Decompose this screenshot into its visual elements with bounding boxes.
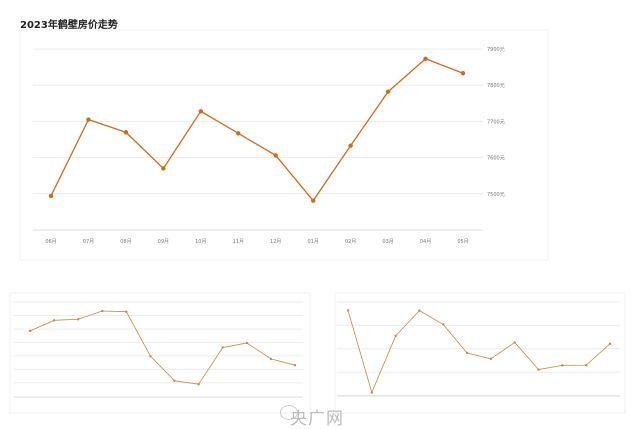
series-line <box>50 58 464 202</box>
x-tick-label: 04月 <box>420 239 431 245</box>
data-point <box>385 89 391 94</box>
x-tick-label: 12月 <box>270 239 281 245</box>
data-point <box>269 357 273 361</box>
data-point <box>236 131 241 136</box>
data-point <box>198 109 204 114</box>
y-tick-label: 7800元 <box>487 83 505 89</box>
data-point <box>101 309 104 313</box>
data-point <box>52 319 56 322</box>
data-point <box>460 71 466 76</box>
data-point <box>513 341 516 344</box>
data-point <box>197 382 200 386</box>
x-tick-label: 09月 <box>158 239 169 245</box>
x-tick-label: 01月 <box>307 239 318 245</box>
data-point <box>293 363 297 367</box>
chart-card <box>19 29 549 261</box>
data-point <box>348 143 353 148</box>
x-tick-label: 08月 <box>120 239 131 245</box>
data-point <box>149 354 152 358</box>
data-point <box>537 368 540 371</box>
weibo-icon <box>280 405 298 420</box>
data-point <box>221 346 224 349</box>
data-point <box>310 198 316 203</box>
data-point <box>608 342 612 346</box>
data-point <box>273 153 278 158</box>
data-point <box>584 363 588 367</box>
y-tick-label: 7700元 <box>487 119 505 125</box>
data-point <box>245 341 249 345</box>
data-point <box>423 56 428 61</box>
x-tick-label: 05月 <box>457 239 468 245</box>
series-line <box>347 310 611 394</box>
data-point <box>465 351 469 355</box>
y-tick-label: 7500元 <box>487 192 505 198</box>
data-point <box>76 318 80 321</box>
data-point <box>173 379 176 383</box>
data-point <box>370 391 374 394</box>
watermark: 央广网 <box>290 409 344 429</box>
series-line <box>29 310 296 385</box>
x-tick-label: 11月 <box>233 239 244 245</box>
x-tick-label: 07月 <box>83 239 94 245</box>
data-point <box>418 309 421 312</box>
data-point <box>394 334 397 338</box>
y-tick-label: 7600元 <box>487 156 505 162</box>
data-point <box>123 130 129 135</box>
data-point <box>28 329 32 333</box>
y-tick-label: 7900元 <box>487 47 505 53</box>
data-point <box>442 323 445 326</box>
data-point <box>125 310 128 313</box>
data-point <box>561 364 564 367</box>
x-tick-label: 10月 <box>195 239 206 245</box>
data-point <box>161 166 166 171</box>
data-point <box>86 117 91 122</box>
chart-card <box>9 292 311 414</box>
main-chart-title: 2023年鹤壁房价走势 <box>20 20 118 31</box>
x-tick-label: 06月 <box>45 239 56 245</box>
chart-card <box>334 292 626 414</box>
data-point <box>48 193 54 199</box>
x-tick-label: 02月 <box>345 239 356 245</box>
data-point <box>489 357 493 361</box>
data-point <box>346 309 350 312</box>
x-tick-label: 03月 <box>382 239 393 245</box>
